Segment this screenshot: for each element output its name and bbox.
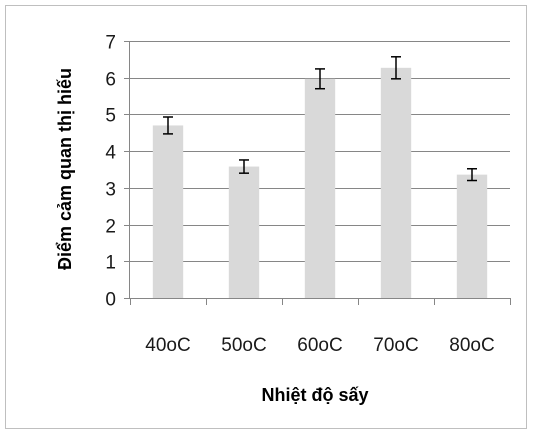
error-bar <box>163 116 173 135</box>
y-tick-label: 0 <box>105 290 116 311</box>
bar <box>228 166 260 298</box>
y-axis-title: Điểm cảm quan thị hiếu <box>55 68 75 270</box>
x-tick-label: 60oC <box>297 335 342 356</box>
bar <box>304 78 336 299</box>
y-tick-labels: 0 1 2 3 4 5 6 7 <box>105 33 116 311</box>
bar <box>152 125 184 298</box>
y-tick-label: 6 <box>105 70 116 91</box>
bar <box>380 67 412 299</box>
bars <box>152 67 488 299</box>
error-bar <box>467 168 477 182</box>
y-tick-label: 2 <box>105 217 116 238</box>
y-tick-label: 7 <box>105 33 116 54</box>
bar <box>456 174 488 298</box>
x-tick-label: 40oC <box>145 335 190 356</box>
error-bars <box>163 56 477 182</box>
y-tick-label: 4 <box>105 143 116 164</box>
x-axis-title: Nhiệt độ sấy <box>261 385 368 405</box>
y-tick-label: 3 <box>105 180 116 201</box>
x-tick-label: 50oC <box>221 335 266 356</box>
chart-frame <box>5 5 527 429</box>
y-tick-label: 1 <box>105 253 116 274</box>
error-bar <box>315 68 325 90</box>
error-bar <box>239 159 249 174</box>
y-tick-label: 5 <box>105 106 116 127</box>
x-tick-label: 80oC <box>449 335 494 356</box>
x-tick-labels: 40oC 50oC 60oC 70oC 80oC <box>145 335 494 356</box>
axes <box>124 41 511 305</box>
x-tick-label: 70oC <box>373 335 418 356</box>
error-bar <box>391 56 401 80</box>
